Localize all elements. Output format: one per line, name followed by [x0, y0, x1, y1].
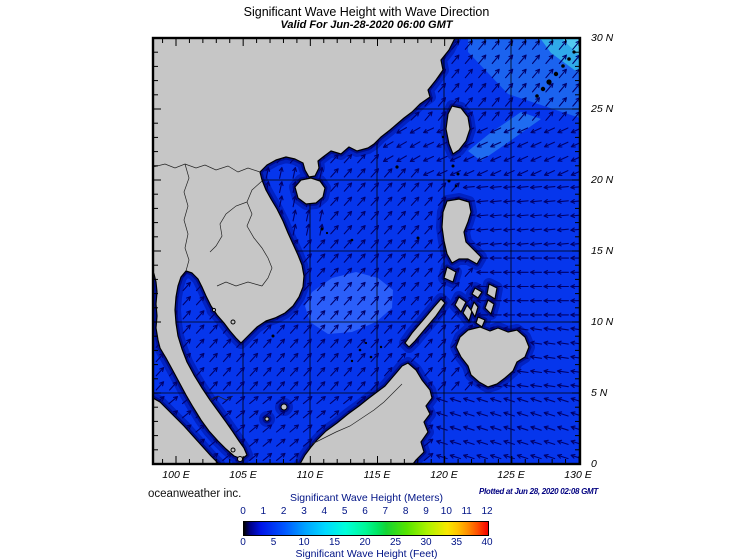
- longitude-label: 115 E: [363, 469, 391, 481]
- colorbar-title-meters: Significant Wave Height (Meters): [289, 492, 444, 504]
- colorbar-meters-tick: 2: [280, 506, 287, 517]
- plotted-time-text: Plotted at Jun 28, 2020 02:08 GMT: [478, 487, 598, 496]
- longitude-label: 100 E: [162, 469, 190, 481]
- colorbar-feet-tick: 15: [328, 537, 341, 548]
- colorbar-meters-tick: 6: [362, 506, 368, 517]
- colorbar-meters-tick: 8: [402, 506, 409, 517]
- colorbar-feet-tick: 10: [298, 537, 310, 548]
- latitude-label: 25 N: [591, 103, 614, 115]
- colorbar-feet-tick: 5: [270, 537, 277, 548]
- longitude-label: 120 E: [430, 469, 458, 481]
- latitude-label: 10 N: [591, 316, 614, 328]
- colorbar-meters-tick: 7: [382, 506, 389, 517]
- colorbar-feet-tick: 0: [240, 537, 246, 548]
- colorbar-feet-tick: 40: [481, 537, 493, 548]
- colorbar-feet-tick: 25: [389, 537, 402, 548]
- colorbar-meters-tick: 10: [440, 506, 452, 517]
- colorbar-feet-tick: 20: [359, 537, 371, 548]
- longitude-label: 125 E: [497, 469, 525, 481]
- colorbar-gradient: [243, 521, 489, 536]
- latitude-label: 5 N: [591, 387, 608, 399]
- colorbar-feet-tick: 30: [420, 537, 432, 548]
- latitude-label: 30 N: [591, 32, 614, 44]
- colorbar-meters-tick: 0: [240, 506, 246, 517]
- latitude-label: 15 N: [591, 245, 614, 257]
- page-title: Significant Wave Height with Wave Direct…: [243, 5, 490, 19]
- colorbar-title-feet: Significant Wave Height (Feet): [295, 548, 438, 560]
- latitude-label: 20 N: [591, 174, 614, 186]
- colorbar-meters-tick: 9: [423, 506, 429, 517]
- latitude-label: 0: [591, 458, 597, 470]
- longitude-label: 130 E: [564, 469, 592, 481]
- colorbar-feet-tick: 35: [450, 537, 463, 548]
- colorbar-meters-tick: 11: [461, 506, 472, 517]
- colorbar-meters-tick: 1: [260, 506, 267, 517]
- credit-text: oceanweather inc.: [148, 488, 242, 500]
- colorbar-meters-tick: 12: [481, 506, 493, 517]
- longitude-label: 105 E: [229, 469, 257, 481]
- colorbar-meters-tick: 4: [321, 506, 328, 517]
- longitude-label: 110 E: [296, 469, 324, 481]
- colorbar-meters-tick: 3: [301, 506, 307, 517]
- valid-time-subtitle: Valid For Jun-28-2020 06:00 GMT: [280, 19, 453, 31]
- colorbar-meters-tick: 5: [341, 506, 348, 517]
